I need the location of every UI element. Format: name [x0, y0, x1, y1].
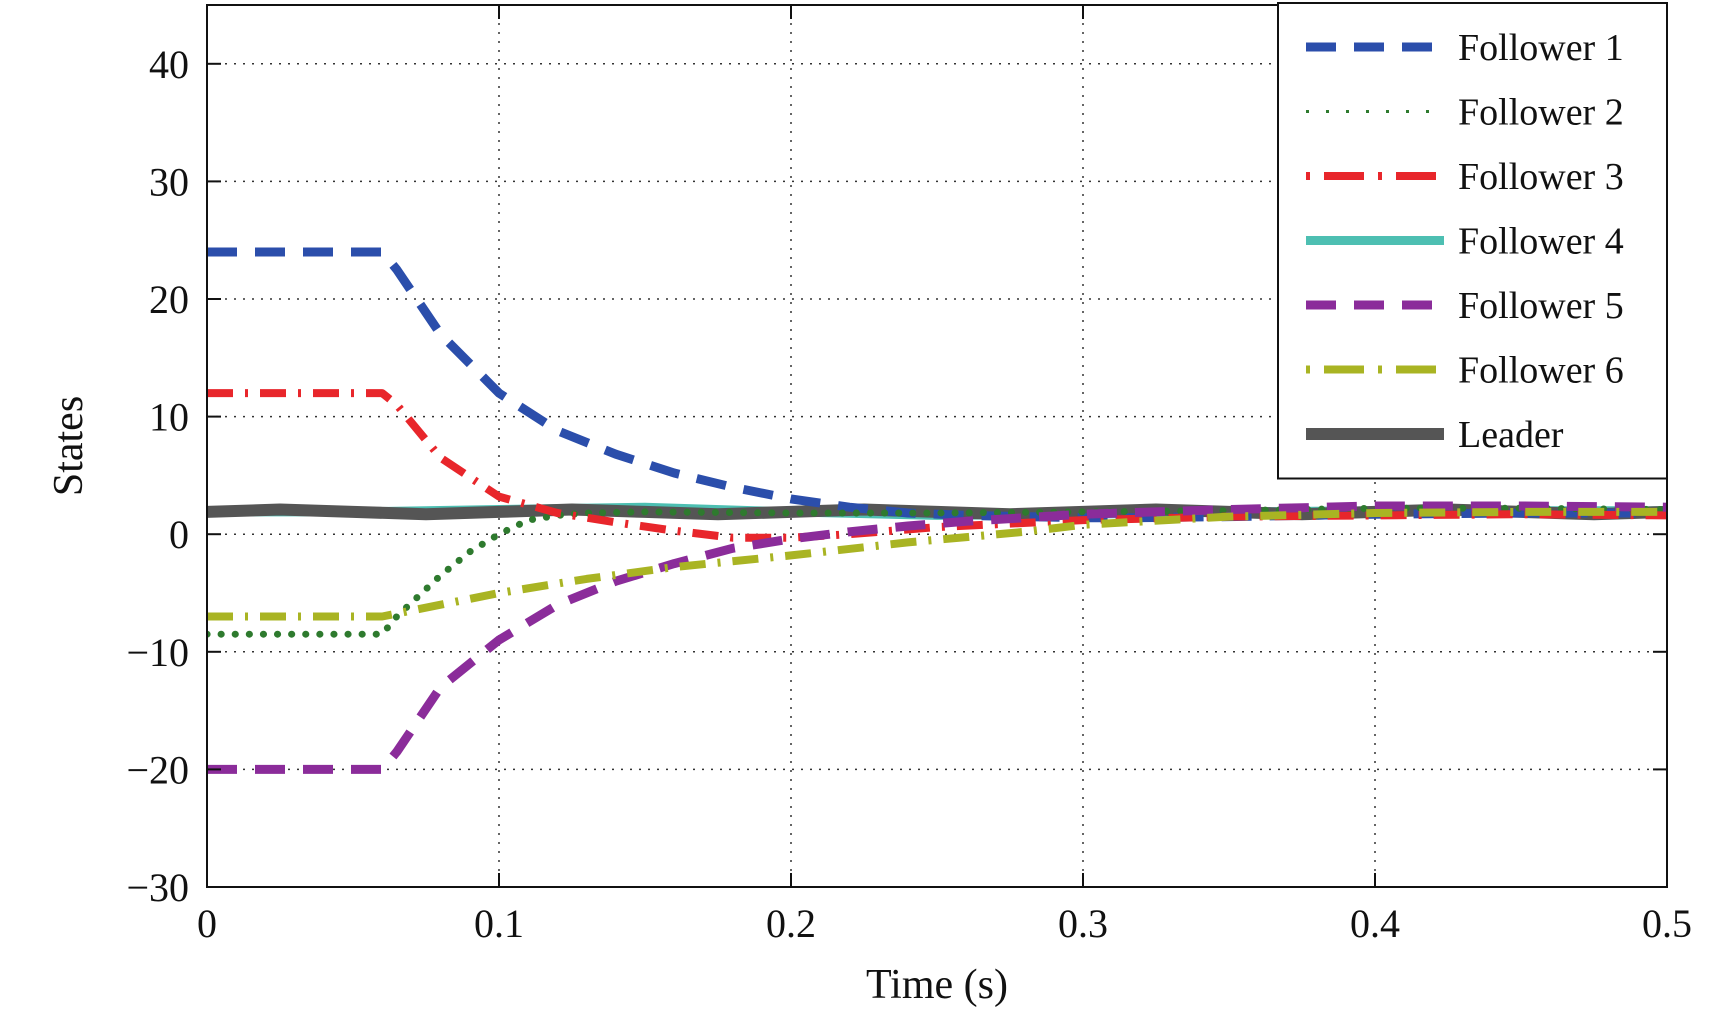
axis-ticks: 0 0.1 0.2 0.3 0.4 0.5 −30 −20 −10 0 10 20 30 40: [126, 5, 1692, 946]
series-line-follower-2: [207, 504, 1667, 638]
y-tick-label: 20: [149, 277, 189, 322]
y-axis-label: States: [46, 396, 92, 496]
y-tick-label: 0: [169, 512, 189, 557]
legend-label: Leader: [1458, 414, 1564, 456]
y-tick-label: 40: [149, 42, 189, 87]
x-tick-label: 0.1: [474, 901, 524, 946]
x-tick-label: 0: [197, 901, 217, 946]
y-tick-label: −20: [126, 747, 189, 792]
y-tick-label: −10: [126, 630, 189, 675]
y-tick-label: 30: [149, 159, 189, 204]
y-tick-label: 10: [149, 395, 189, 440]
x-tick-label: 0.3: [1058, 901, 1108, 946]
x-tick-label: 0.4: [1350, 901, 1400, 946]
legend-label: Follower 4: [1458, 221, 1624, 263]
x-axis-label: Time (s): [866, 962, 1008, 1008]
legend-label: Follower 6: [1458, 350, 1624, 392]
plot-area-series: [207, 247, 1667, 774]
legend-label: Follower 1: [1458, 27, 1624, 69]
series-line-follower-5: [207, 501, 1667, 774]
legend: Follower 1 Follower 2 Follower 3 Follower 4…: [1277, 2, 1668, 480]
x-tick-label: 0.5: [1642, 901, 1692, 946]
legend-label: Follower 2: [1458, 92, 1624, 134]
legend-label: Follower 3: [1458, 156, 1624, 198]
legend-label: Follower 5: [1458, 285, 1624, 327]
series-line-follower-1: [207, 247, 1667, 523]
x-tick-label: 0.2: [766, 901, 816, 946]
y-tick-label: −30: [126, 865, 189, 910]
series-line-follower-6: [207, 507, 1667, 621]
